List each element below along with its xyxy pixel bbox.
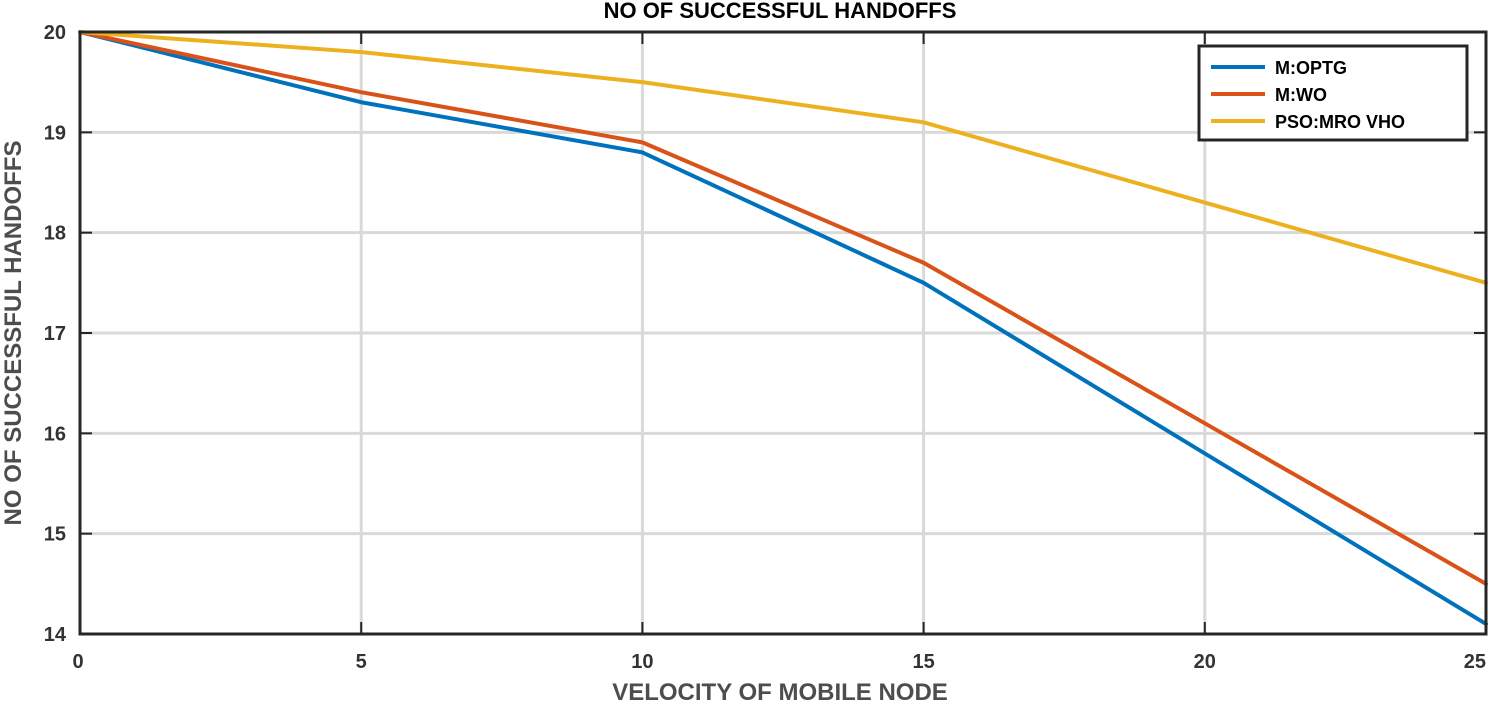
y-tick-label: 16	[44, 423, 66, 445]
chart-title: NO OF SUCCESSFUL HANDOFFS	[604, 0, 957, 23]
x-tick-label: 15	[912, 651, 934, 673]
y-tick-label: 19	[44, 122, 66, 144]
x-tick-label: 10	[631, 651, 653, 673]
y-tick-label: 20	[44, 22, 66, 44]
series-line-2	[78, 30, 1488, 586]
x-axis-label: VELOCITY OF MOBILE NODE	[612, 679, 948, 704]
axis-ticks: 0 5 10 15 20 25 14 15 16 17 18 19 20	[44, 22, 1487, 673]
legend: M:OPTG M:WO PSO:MRO VHO	[1197, 44, 1469, 142]
legend-label: M:OPTG	[1275, 58, 1347, 78]
x-tick-label: 5	[356, 651, 367, 673]
x-tick-label: 0	[72, 651, 83, 673]
x-tick-label: 25	[1464, 651, 1486, 673]
x-tick-label: 20	[1194, 651, 1216, 673]
series-lines	[78, 30, 1488, 626]
series-line-1	[78, 30, 1488, 626]
y-tick-label: 15	[44, 524, 66, 546]
legend-label: PSO:MRO VHO	[1275, 112, 1405, 132]
legend-label: M:WO	[1275, 85, 1327, 105]
y-tick-label: 18	[44, 223, 66, 245]
series-line-3	[78, 30, 1488, 285]
y-tick-label: 14	[44, 624, 67, 646]
y-axis-label: NO OF SUCCESSFUL HANDOFFS	[0, 141, 27, 526]
y-tick-label: 17	[44, 323, 66, 345]
